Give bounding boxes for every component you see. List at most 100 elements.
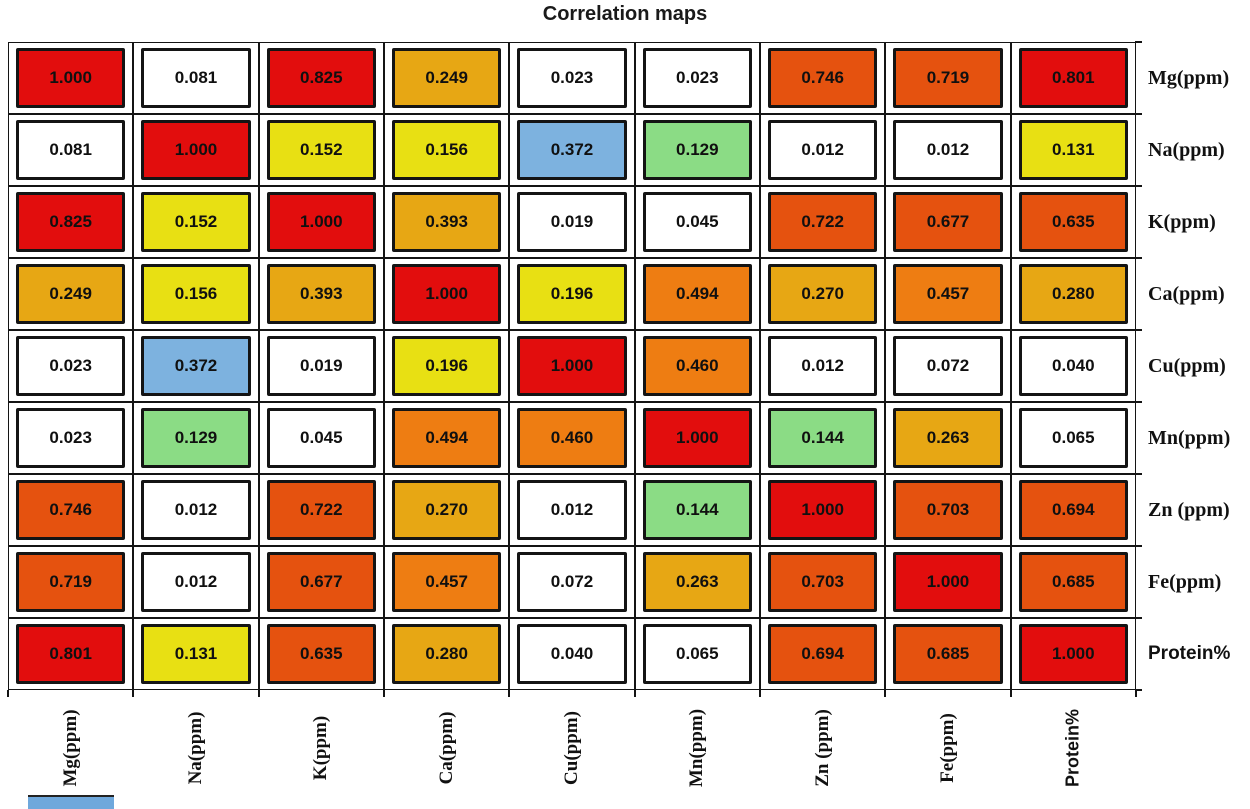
matrix-cell: 0.196 (509, 258, 635, 330)
matrix-cell: 0.372 (133, 330, 259, 402)
matrix-cell-value: 0.040 (517, 624, 627, 684)
column-label: Cu(ppm) (560, 711, 582, 785)
column-label: Fe(ppm) (936, 713, 958, 783)
matrix-cell-value: 0.152 (141, 192, 251, 252)
row-label: Ca(ppm) (1148, 282, 1225, 305)
matrix-cell-value: 0.072 (517, 552, 627, 612)
matrix-cell-value: 0.694 (1018, 480, 1128, 540)
row-label: Cu(ppm) (1148, 354, 1226, 377)
x-axis-tick (1135, 690, 1137, 697)
matrix-cell: 0.746 (8, 474, 134, 546)
matrix-cell-value: 0.457 (392, 552, 502, 612)
matrix-cell: 0.263 (634, 546, 760, 618)
matrix-cell-value: 0.722 (266, 480, 376, 540)
matrix-cell-value: 0.019 (517, 192, 627, 252)
matrix-cell-value: 0.012 (893, 120, 1003, 180)
y-axis-tick (1135, 113, 1142, 115)
matrix-cell: 0.019 (509, 186, 635, 258)
matrix-cell: 0.156 (384, 114, 510, 186)
matrix-cell-value: 0.270 (768, 264, 878, 324)
matrix-cell-value: 0.722 (768, 192, 878, 252)
matrix-cell-value: 0.719 (16, 552, 126, 612)
matrix-cell: 0.129 (634, 114, 760, 186)
matrix-cell: 0.635 (1010, 186, 1136, 258)
matrix-cell: 0.635 (258, 618, 384, 690)
row-label: Fe(ppm) (1148, 570, 1222, 593)
matrix-cell-value: 0.270 (392, 480, 502, 540)
matrix-cell: 1.000 (634, 402, 760, 474)
y-axis-tick (1135, 257, 1142, 259)
matrix-cell: 0.072 (885, 330, 1011, 402)
matrix-cell-value: 0.196 (517, 264, 627, 324)
matrix-cell: 0.065 (1010, 402, 1136, 474)
cropped-next-figure-fragment (28, 795, 114, 809)
matrix-cell-value: 1.000 (642, 408, 752, 468)
matrix-cell: 0.460 (634, 330, 760, 402)
y-axis-tick (1135, 185, 1142, 187)
matrix-cell: 0.065 (634, 618, 760, 690)
matrix-cell-value: 0.677 (893, 192, 1003, 252)
x-axis-tick (7, 690, 9, 697)
matrix-cell-value: 0.457 (893, 264, 1003, 324)
column-label: Mn(ppm) (686, 708, 708, 788)
matrix-cell: 0.152 (258, 114, 384, 186)
matrix-cell: 0.012 (133, 546, 259, 618)
matrix-cell: 1.000 (885, 546, 1011, 618)
matrix-cell: 0.081 (8, 114, 134, 186)
matrix-cell: 0.460 (509, 402, 635, 474)
matrix-cell: 0.023 (509, 42, 635, 114)
matrix-cell: 0.825 (8, 186, 134, 258)
x-axis-tick (1009, 690, 1012, 697)
matrix-cell: 0.249 (8, 258, 134, 330)
matrix-cell-value: 0.131 (141, 624, 251, 684)
matrix-cell-value: 0.280 (1018, 264, 1128, 324)
matrix-cell-value: 0.129 (642, 120, 752, 180)
matrix-cell: 0.012 (885, 114, 1011, 186)
matrix-cell-value: 0.012 (517, 480, 627, 540)
matrix-cell-value: 0.825 (16, 192, 126, 252)
matrix-cell: 0.249 (384, 42, 510, 114)
matrix-cell: 0.131 (1010, 114, 1136, 186)
matrix-cell-value: 0.081 (141, 48, 251, 108)
matrix-cell: 0.457 (885, 258, 1011, 330)
matrix-cell-value: 0.129 (141, 408, 251, 468)
column-label: Protein% (1062, 708, 1083, 788)
matrix-cell: 0.023 (634, 42, 760, 114)
x-axis-tick (884, 690, 887, 697)
matrix-cell: 0.494 (384, 402, 510, 474)
matrix-cell: 0.045 (634, 186, 760, 258)
matrix-cell-value: 1.000 (141, 120, 251, 180)
matrix-cell: 0.144 (760, 402, 886, 474)
matrix-cell-value: 0.012 (141, 552, 251, 612)
y-axis-tick (1135, 545, 1142, 547)
matrix-cell-value: 0.045 (642, 192, 752, 252)
matrix-cell-value: 0.023 (16, 408, 126, 468)
matrix-cell: 0.746 (760, 42, 886, 114)
matrix-cell: 0.685 (1010, 546, 1136, 618)
matrix-cell-value: 0.746 (16, 480, 126, 540)
matrix-cell-value: 0.156 (141, 264, 251, 324)
matrix-cell: 0.012 (133, 474, 259, 546)
y-axis-tick (1135, 689, 1142, 691)
matrix-cell: 0.280 (384, 618, 510, 690)
matrix-cell: 0.719 (8, 546, 134, 618)
matrix-cell: 0.156 (133, 258, 259, 330)
matrix-cell-value: 0.801 (1018, 48, 1128, 108)
matrix-cell: 1.000 (133, 114, 259, 186)
matrix-cell-value: 0.249 (392, 48, 502, 108)
matrix-cell-value: 0.746 (768, 48, 878, 108)
y-axis-tick (1135, 473, 1142, 475)
matrix-cell-value: 0.703 (768, 552, 878, 612)
column-label: Na(ppm) (184, 711, 206, 785)
matrix-cell: 0.801 (8, 618, 134, 690)
y-axis-tick (1135, 617, 1142, 619)
matrix-cell-value: 0.023 (16, 336, 126, 396)
matrix-cell-value: 0.263 (642, 552, 752, 612)
matrix-cell: 0.081 (133, 42, 259, 114)
chart-title: Correlation maps (542, 3, 708, 25)
row-label: Mg(ppm) (1148, 66, 1230, 89)
matrix-cell-value: 0.635 (266, 624, 376, 684)
matrix-cell-value: 0.372 (141, 336, 251, 396)
y-axis-tick (1135, 329, 1142, 331)
